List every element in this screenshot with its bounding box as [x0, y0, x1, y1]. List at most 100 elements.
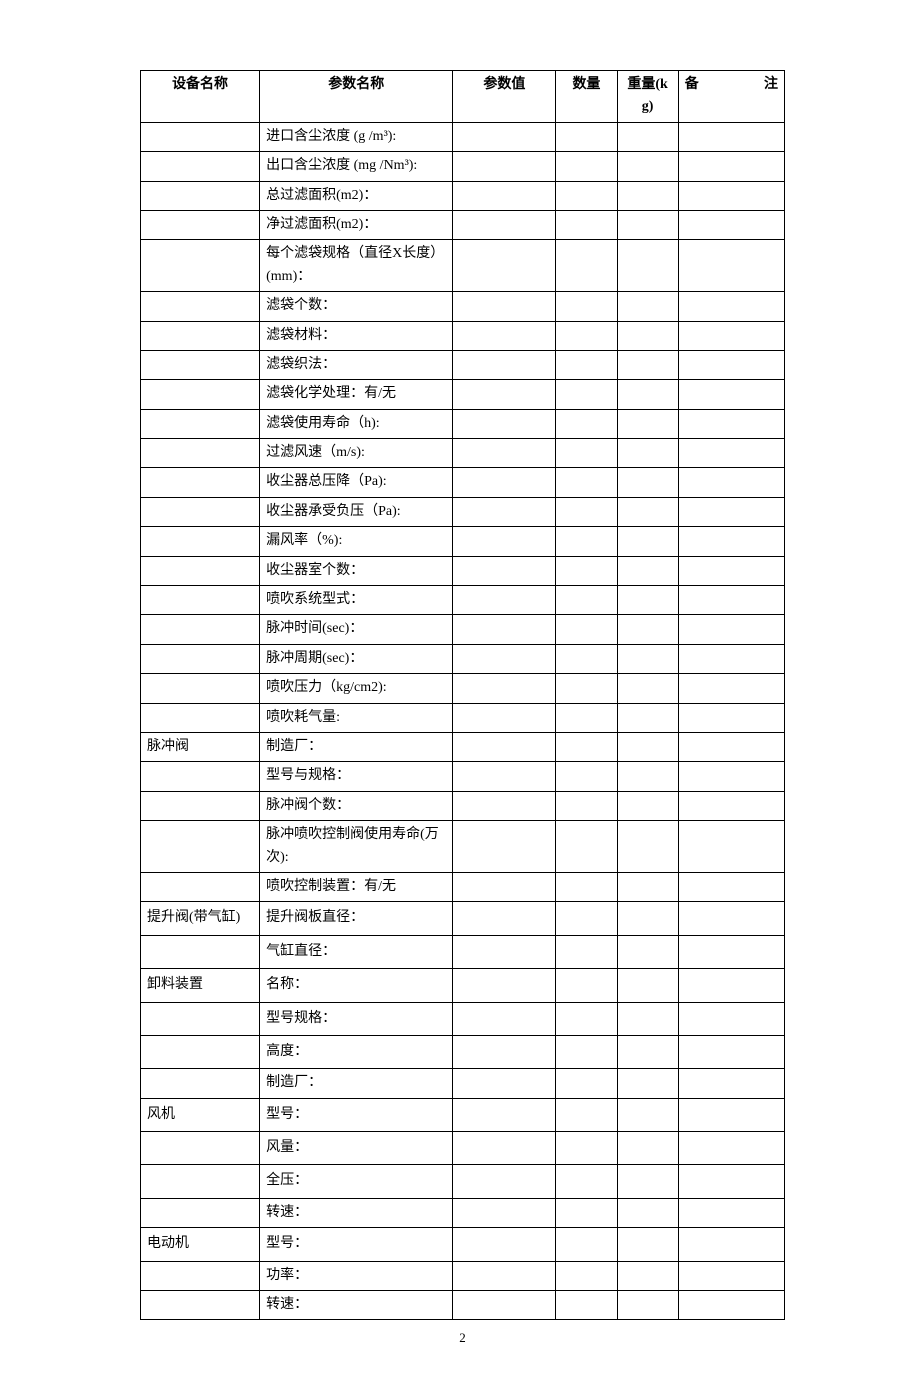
cell-remark: [678, 615, 784, 644]
cell-qty: [556, 1132, 617, 1165]
cell-device: [141, 527, 260, 556]
cell-device: [141, 1261, 260, 1290]
cell-qty: [556, 439, 617, 468]
cell-device: [141, 1069, 260, 1098]
cell-value: [453, 1132, 556, 1165]
cell-device: [141, 1002, 260, 1035]
cell-value: [453, 380, 556, 409]
cell-device: [141, 210, 260, 239]
cell-device: [141, 674, 260, 703]
cell-param: 型号规格：: [260, 1002, 453, 1035]
cell-value: [453, 1165, 556, 1198]
cell-value: [453, 1069, 556, 1098]
cell-qty: [556, 122, 617, 151]
table-row: 喷吹控制装置：有/无: [141, 872, 785, 901]
cell-remark: [678, 1291, 784, 1320]
cell-qty: [556, 1228, 617, 1261]
cell-param: 制造厂：: [260, 1069, 453, 1098]
cell-param: 脉冲阀个数：: [260, 791, 453, 820]
cell-qty: [556, 821, 617, 873]
cell-param: 出口含尘浓度 (mg /Nm³):: [260, 152, 453, 181]
cell-weight: [617, 380, 678, 409]
table-row: 卸料装置名称：: [141, 969, 785, 1002]
cell-qty: [556, 1035, 617, 1068]
cell-param: 喷吹耗气量:: [260, 703, 453, 732]
header-weight: 重量(kg): [617, 71, 678, 123]
table-row: 全压：: [141, 1165, 785, 1198]
table-row: 喷吹系统型式：: [141, 586, 785, 615]
cell-weight: [617, 1035, 678, 1068]
cell-remark: [678, 1261, 784, 1290]
cell-weight: [617, 439, 678, 468]
cell-param: 脉冲周期(sec)：: [260, 644, 453, 673]
table-row: 滤袋使用寿命（h):: [141, 409, 785, 438]
table-row: 进口含尘浓度 (g /m³):: [141, 122, 785, 151]
cell-device: [141, 292, 260, 321]
table-row: 脉冲时间(sec)：: [141, 615, 785, 644]
cell-remark: [678, 1035, 784, 1068]
cell-remark: [678, 380, 784, 409]
cell-qty: [556, 902, 617, 935]
cell-weight: [617, 181, 678, 210]
table-body: 进口含尘浓度 (g /m³):出口含尘浓度 (mg /Nm³):总过滤面积(m2…: [141, 122, 785, 1320]
cell-remark: [678, 152, 784, 181]
table-row: 总过滤面积(m2)：: [141, 181, 785, 210]
cell-weight: [617, 210, 678, 239]
cell-value: [453, 468, 556, 497]
cell-remark: [678, 644, 784, 673]
cell-value: [453, 935, 556, 968]
cell-param: 高度：: [260, 1035, 453, 1068]
cell-value: [453, 210, 556, 239]
cell-weight: [617, 1098, 678, 1131]
cell-qty: [556, 1165, 617, 1198]
cell-remark: [678, 497, 784, 526]
cell-param: 名称：: [260, 969, 453, 1002]
table-row: 制造厂：: [141, 1069, 785, 1098]
table-row: 每个滤袋规格（直径X长度）(mm)：: [141, 240, 785, 292]
cell-device: [141, 1165, 260, 1198]
cell-qty: [556, 210, 617, 239]
cell-value: [453, 586, 556, 615]
cell-remark: [678, 181, 784, 210]
cell-qty: [556, 556, 617, 585]
cell-weight: [617, 644, 678, 673]
cell-param: 脉冲时间(sec)：: [260, 615, 453, 644]
table-row: 脉冲阀个数：: [141, 791, 785, 820]
cell-value: [453, 1291, 556, 1320]
cell-param: 型号：: [260, 1098, 453, 1131]
cell-weight: [617, 1291, 678, 1320]
table-row: 提升阀(带气缸)提升阀板直径：: [141, 902, 785, 935]
cell-param: 收尘器室个数：: [260, 556, 453, 585]
cell-value: [453, 409, 556, 438]
cell-remark: [678, 703, 784, 732]
cell-param: 制造厂：: [260, 732, 453, 761]
cell-device: [141, 586, 260, 615]
cell-param: 脉冲喷吹控制阀使用寿命(万次):: [260, 821, 453, 873]
cell-remark: [678, 1198, 784, 1227]
cell-remark: [678, 935, 784, 968]
cell-weight: [617, 240, 678, 292]
cell-remark: [678, 586, 784, 615]
cell-device: 提升阀(带气缸): [141, 902, 260, 935]
cell-device: [141, 1132, 260, 1165]
cell-value: [453, 350, 556, 379]
cell-device: [141, 762, 260, 791]
cell-value: [453, 122, 556, 151]
cell-value: [453, 644, 556, 673]
table-row: 电动机型号：: [141, 1228, 785, 1261]
cell-qty: [556, 497, 617, 526]
cell-device: [141, 1035, 260, 1068]
cell-weight: [617, 762, 678, 791]
cell-param: 漏风率（%):: [260, 527, 453, 556]
cell-weight: [617, 732, 678, 761]
cell-weight: [617, 1228, 678, 1261]
header-remark: 备 注: [678, 71, 784, 123]
cell-qty: [556, 321, 617, 350]
cell-remark: [678, 732, 784, 761]
cell-param: 气缸直径：: [260, 935, 453, 968]
cell-device: [141, 1291, 260, 1320]
cell-weight: [617, 556, 678, 585]
cell-weight: [617, 497, 678, 526]
cell-value: [453, 902, 556, 935]
cell-param: 转速：: [260, 1198, 453, 1227]
